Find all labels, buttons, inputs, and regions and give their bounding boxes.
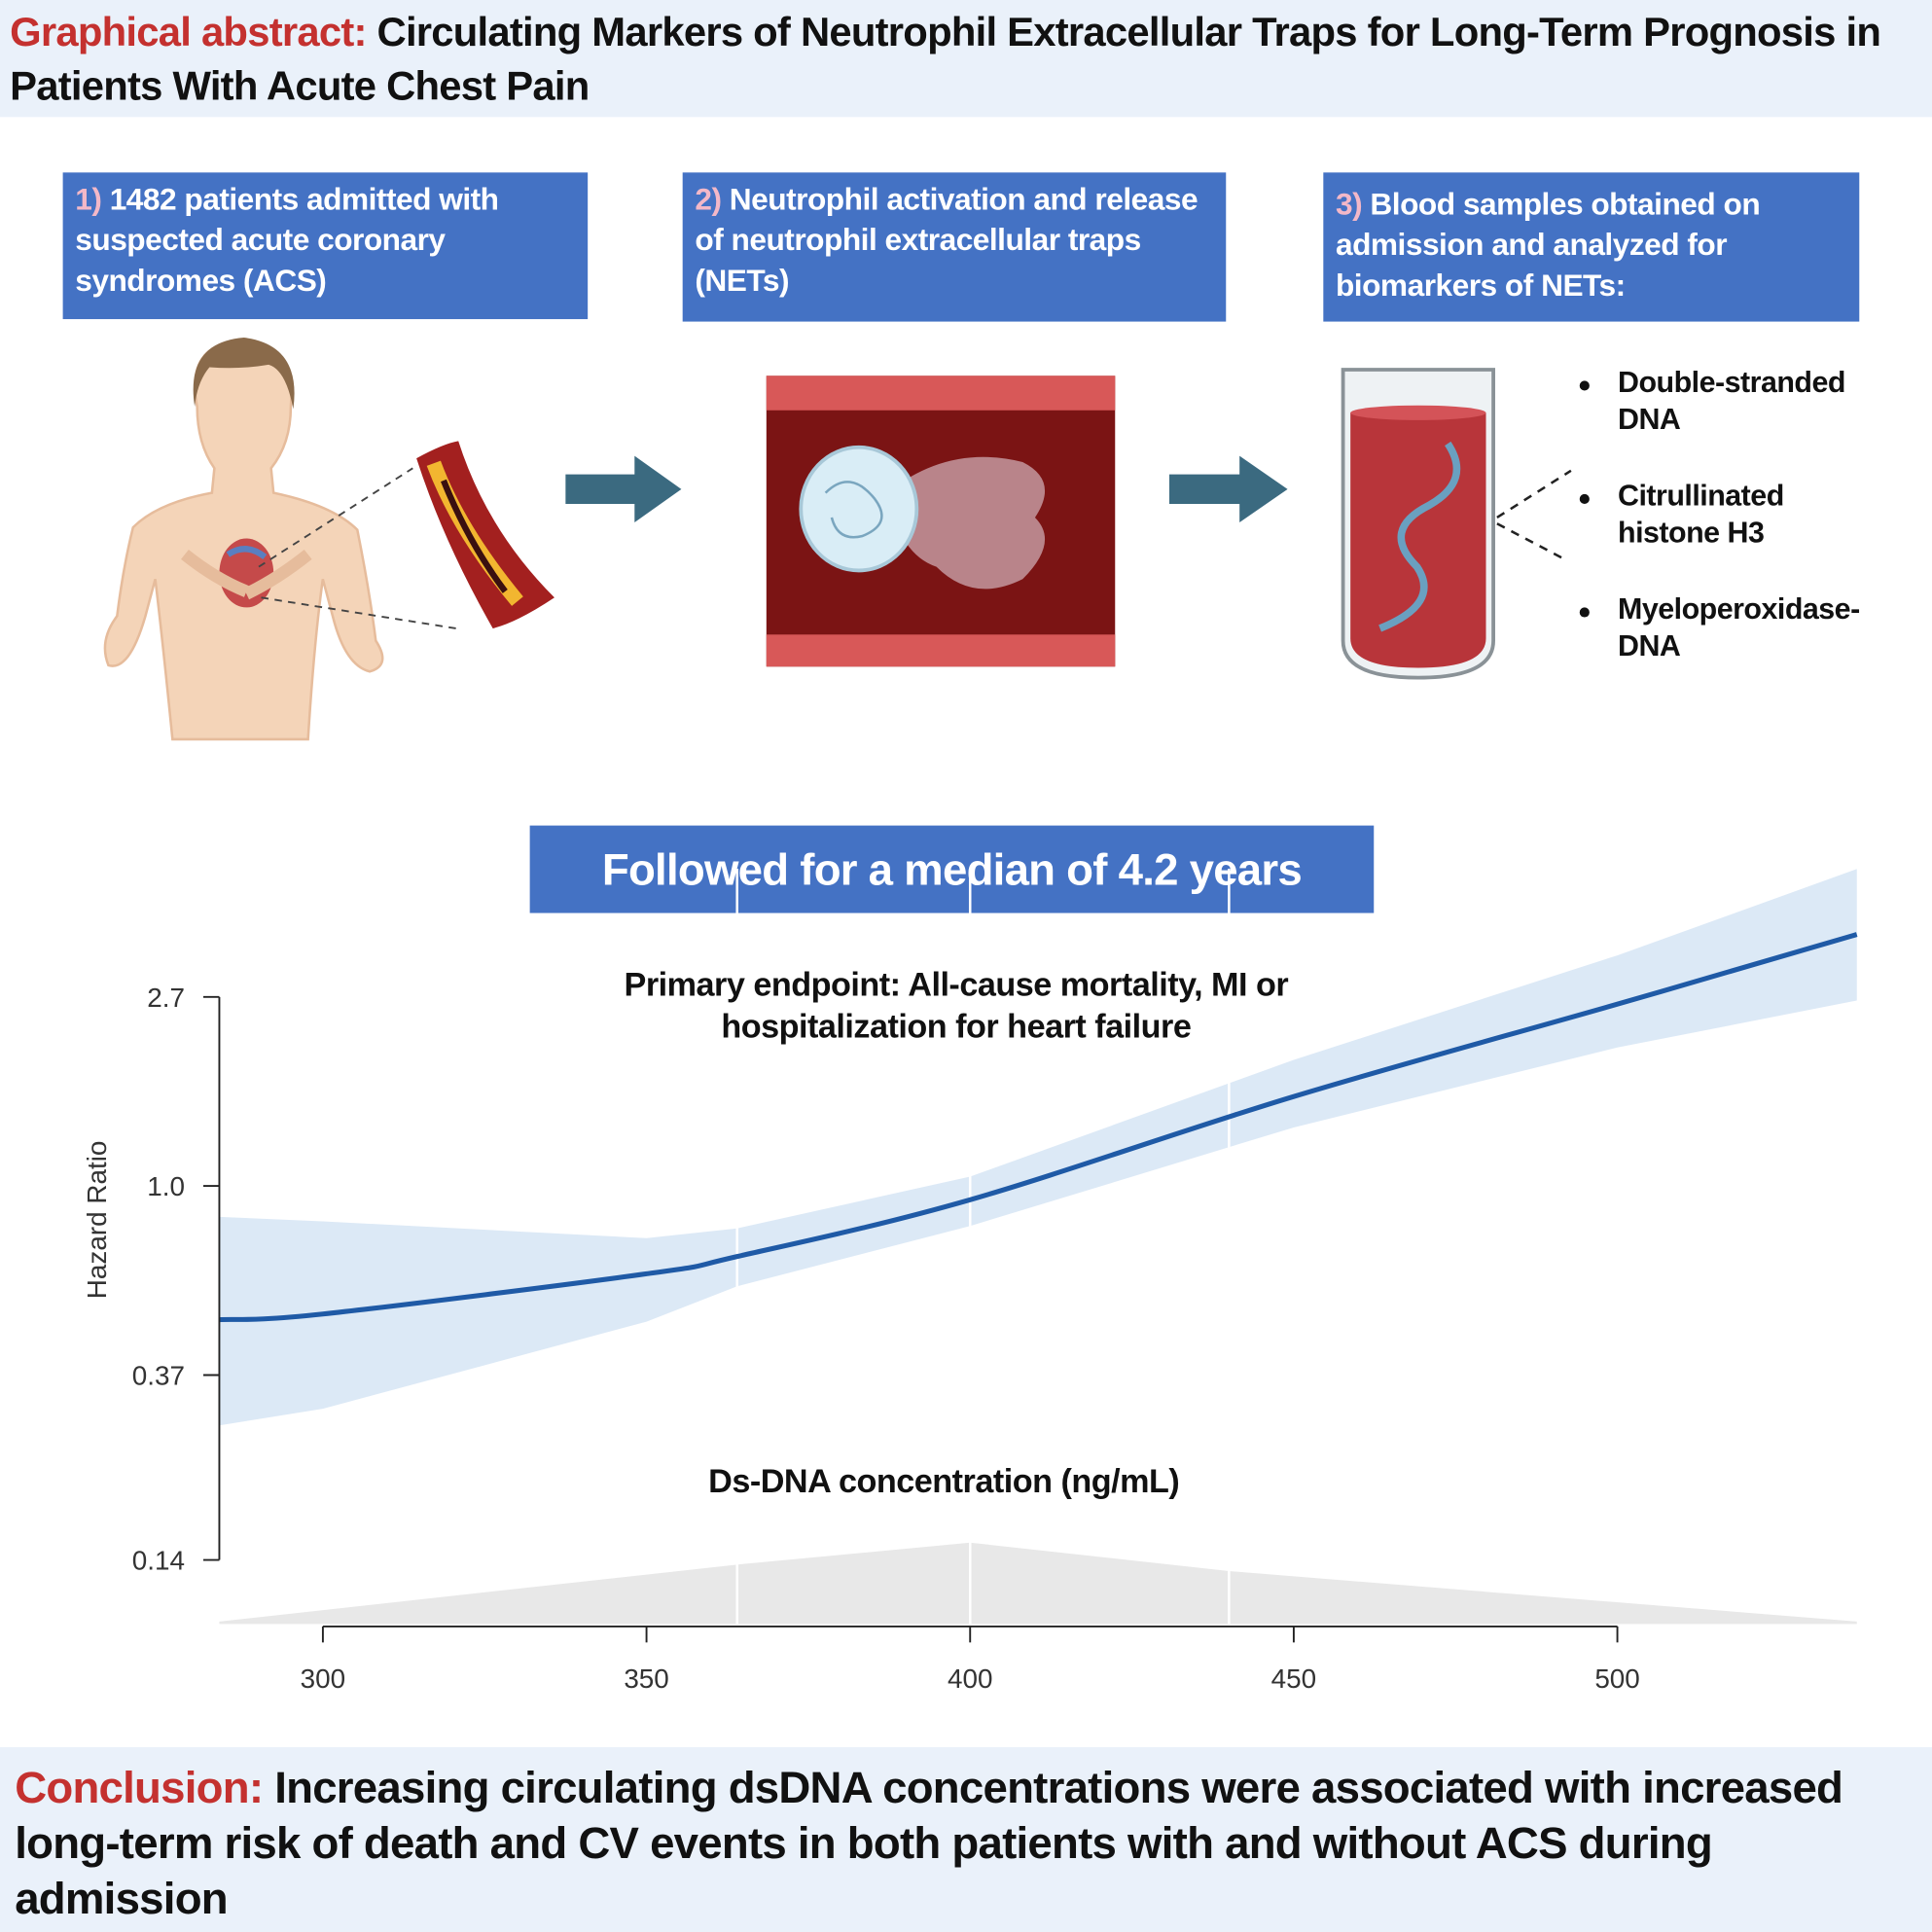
- x-tick-label: 400: [948, 1664, 992, 1694]
- y-tick-label: 2.7: [147, 983, 185, 1013]
- x-axis-label: Ds-DNA concentration (ng/mL): [708, 1463, 1179, 1500]
- x-tick-label: 450: [1271, 1664, 1316, 1694]
- arrow: [565, 455, 682, 523]
- header-label: Graphical abstract:: [10, 8, 367, 54]
- density-area: [219, 1542, 1857, 1625]
- arrow: [1168, 455, 1288, 523]
- conclusion-label: Conclusion:: [15, 1762, 264, 1813]
- step-number: 2): [695, 182, 722, 217]
- marker-list: Double-stranded DNA Citrullinated histon…: [1577, 365, 1885, 705]
- marker: Citrullinated histone H3: [1577, 478, 1885, 552]
- marker: Myeloperoxidase-DNA: [1577, 591, 1885, 665]
- step-number: 3): [1335, 187, 1363, 222]
- header-title: Circulating Markers of Neutrophil Extrac…: [10, 8, 1881, 109]
- step-text: Neutrophil activation and release of neu…: [695, 182, 1199, 299]
- step-box: 2) Neutrophil activation and release of …: [682, 172, 1227, 322]
- person-illustration: [103, 338, 555, 741]
- y-tick-label: 1.0: [147, 1171, 185, 1201]
- y-tick-label: 0.37: [132, 1361, 185, 1391]
- step-text: Blood samples obtained on admission and …: [1335, 187, 1761, 304]
- conclusion: Conclusion: Increasing circulating dsDNA…: [15, 1760, 1924, 1926]
- marker: Double-stranded DNA: [1577, 365, 1885, 439]
- conclusion-text: Increasing circulating dsDNA concentrati…: [15, 1762, 1843, 1924]
- confidence-band: [219, 869, 1857, 1426]
- x-tick-label: 350: [624, 1664, 668, 1694]
- header-band: [0, 0, 1932, 118]
- hazard-line: [219, 932, 1858, 1323]
- x-tick-label: 300: [301, 1664, 345, 1694]
- step-text: 1482 patients admitted with suspected ac…: [75, 182, 499, 299]
- step-box: 1) 1482 patients admitted with suspected…: [62, 172, 589, 320]
- followup-box: Followed for a median of 4.2 years: [529, 825, 1375, 913]
- x-tick-label: 500: [1594, 1664, 1639, 1694]
- y-axis-label: Hazard Ratio: [82, 1141, 112, 1300]
- tube-illustration: [1341, 368, 1572, 680]
- header: Graphical abstract: Circulating Markers …: [10, 5, 1927, 113]
- vessel-illustration: [766, 376, 1116, 667]
- step-number: 1): [75, 182, 102, 217]
- step-box: 3) Blood samples obtained on admission a…: [1323, 172, 1860, 322]
- conclusion-band: [0, 1747, 1932, 1932]
- y-tick-label: 0.14: [132, 1546, 185, 1576]
- chart-title: Primary endpoint: All-cause mortality, M…: [624, 966, 1289, 1046]
